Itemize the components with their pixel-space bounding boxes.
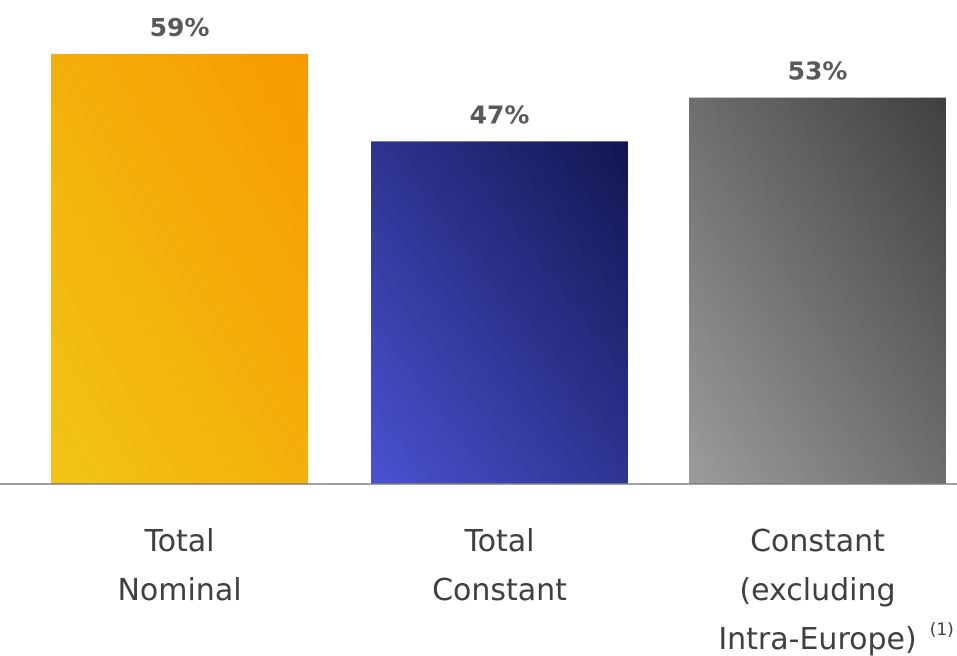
category-label-1-line-2: Nominal <box>117 573 241 608</box>
bars-layer <box>51 53 946 484</box>
category-label-3-line-3: Intra-Europe) <box>718 622 916 656</box>
bar-3 <box>689 97 946 484</box>
category-label-2-line-1: Total <box>463 524 534 559</box>
footnote-marker: (1) <box>930 620 954 640</box>
category-label-2-line-2: Constant <box>432 573 567 608</box>
category-label-3-line-2: (excluding <box>739 573 895 608</box>
bar-1 <box>51 53 308 484</box>
value-labels-layer: 59% 47% 53% <box>150 13 848 129</box>
value-label-2: 47% <box>470 100 530 129</box>
category-label-3-line-1: Constant <box>750 524 885 559</box>
bar-2 <box>371 141 628 484</box>
value-label-1: 59% <box>150 13 210 42</box>
category-label-1-line-1: Total <box>143 524 214 559</box>
value-label-3: 53% <box>788 57 848 86</box>
category-labels-layer: Total Nominal Total Constant Constant (exclud… <box>117 524 953 656</box>
